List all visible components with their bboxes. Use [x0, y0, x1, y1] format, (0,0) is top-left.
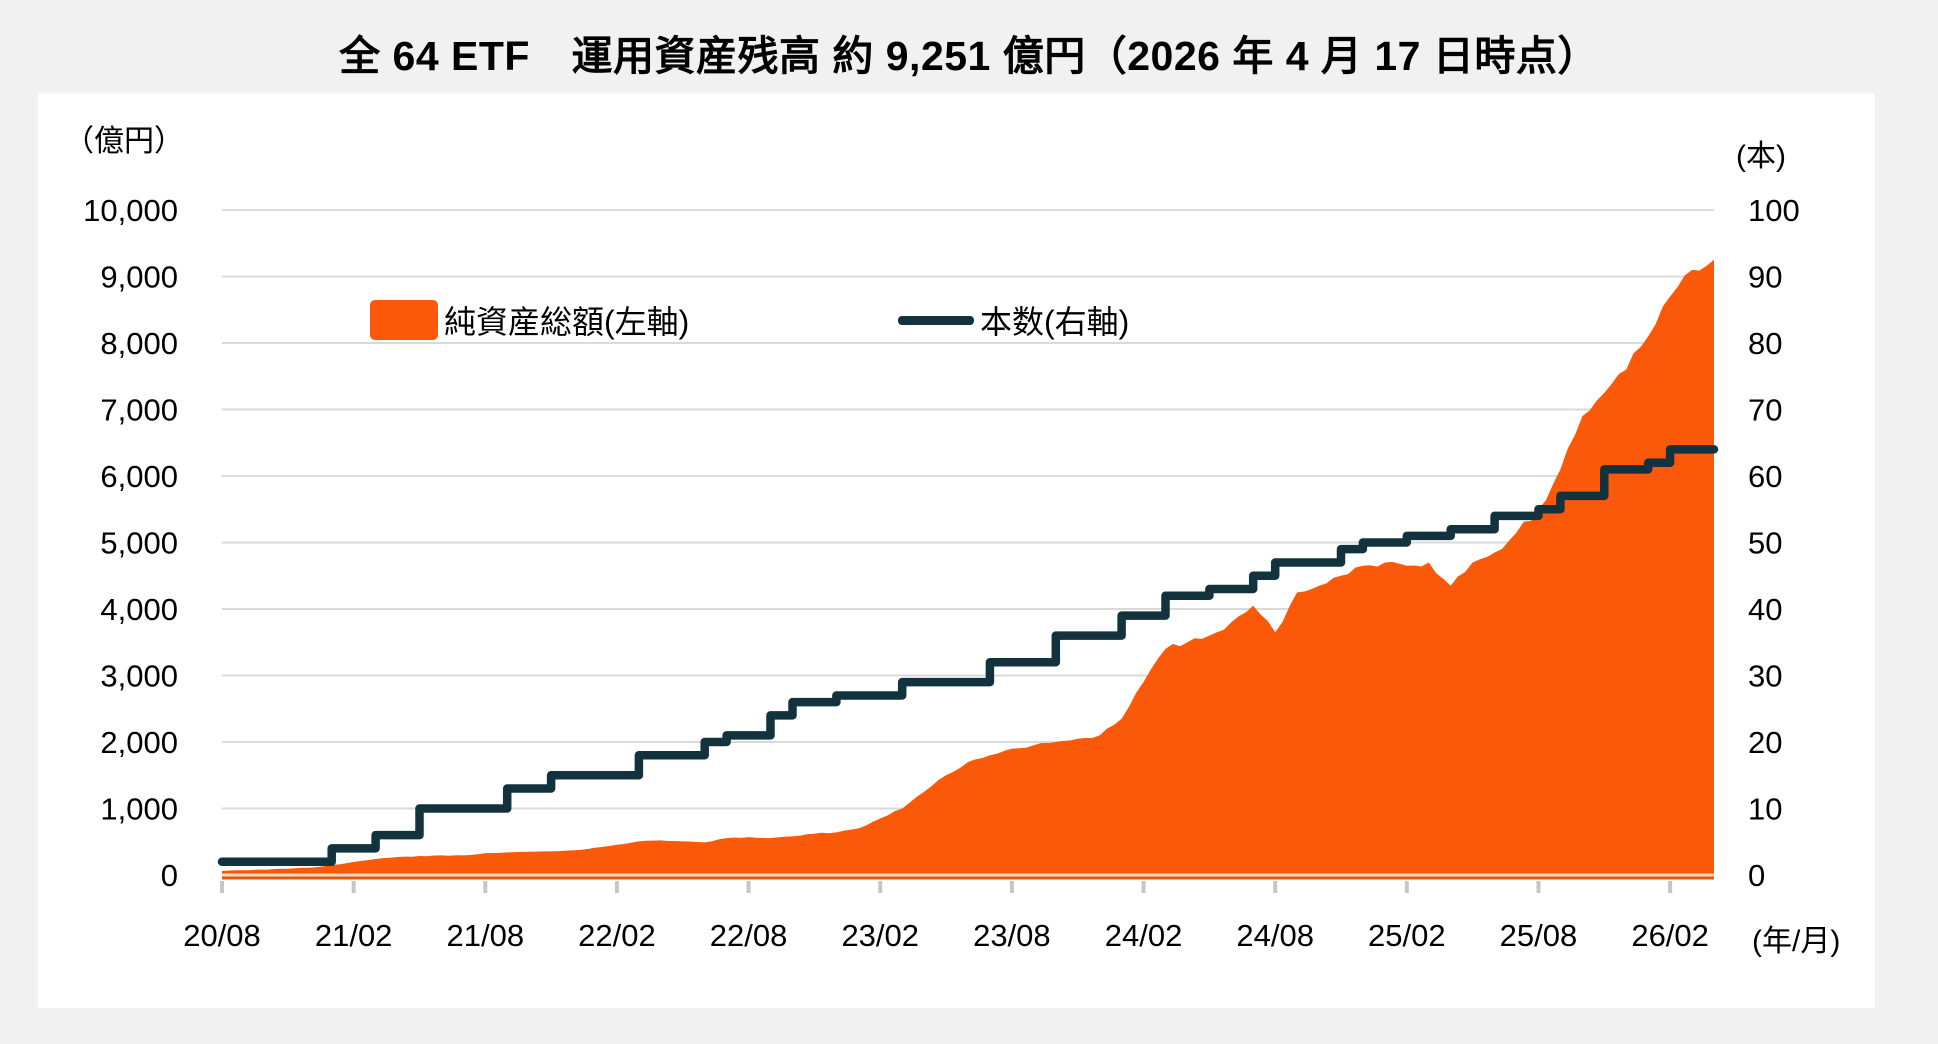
svg-text:8,000: 8,000 [100, 326, 178, 361]
svg-text:60: 60 [1748, 459, 1782, 494]
x-axis-labels: 20/08 21/02 21/08 22/02 22/08 23/02 23/08 24/02… [183, 881, 1709, 953]
left-axis-labels: 0 1,000 2,000 3,000 4,000 5,000 6,000 7,000 8,00… [83, 193, 178, 893]
svg-text:24/02: 24/02 [1105, 918, 1183, 953]
svg-text:10: 10 [1748, 792, 1782, 827]
svg-text:21/02: 21/02 [315, 918, 393, 953]
svg-text:25/08: 25/08 [1500, 918, 1578, 953]
svg-text:50: 50 [1748, 526, 1782, 561]
svg-text:7,000: 7,000 [100, 393, 178, 428]
svg-text:20: 20 [1748, 725, 1782, 760]
svg-text:3,000: 3,000 [100, 659, 178, 694]
legend-item-net-assets: 純資産総額(左軸) [370, 300, 689, 340]
svg-text:26/02: 26/02 [1631, 918, 1709, 953]
svg-text:24/08: 24/08 [1236, 918, 1314, 953]
svg-text:6,000: 6,000 [100, 459, 178, 494]
svg-text:22/08: 22/08 [710, 918, 788, 953]
svg-text:22/02: 22/02 [578, 918, 656, 953]
svg-text:1,000: 1,000 [100, 792, 178, 827]
right-axis-labels: 0 10 20 30 40 50 60 70 80 90 100 [1748, 193, 1800, 893]
x-axis-unit: (年/月) [1752, 925, 1841, 958]
line-series-swatch [898, 315, 974, 325]
svg-text:0: 0 [1748, 858, 1765, 893]
chart-title: 全 64 ETF 運用資産残高 約 9,251 億円（2026 年 4 月 17… [339, 33, 1599, 79]
right-axis-unit: (本) [1736, 140, 1786, 173]
svg-text:23/02: 23/02 [841, 918, 919, 953]
svg-text:5,000: 5,000 [100, 526, 178, 561]
svg-text:100: 100 [1748, 193, 1800, 228]
left-axis-unit: （億円） [64, 125, 184, 158]
svg-text:30: 30 [1748, 659, 1782, 694]
svg-text:25/02: 25/02 [1368, 918, 1446, 953]
etf-count-step-line [217, 445, 1719, 866]
svg-text:4,000: 4,000 [100, 592, 178, 627]
svg-text:23/08: 23/08 [973, 918, 1051, 953]
legend-label-count: 本数(右軸) [980, 304, 1130, 340]
svg-text:10,000: 10,000 [83, 193, 178, 228]
svg-text:9,000: 9,000 [100, 260, 178, 295]
legend-item-count: 本数(右軸) [898, 300, 1129, 340]
net-assets-area-series [222, 259, 1714, 875]
svg-text:90: 90 [1748, 260, 1782, 295]
svg-text:20/08: 20/08 [183, 918, 261, 953]
svg-text:80: 80 [1748, 326, 1782, 361]
svg-text:40: 40 [1748, 592, 1782, 627]
legend-label-net-assets: 純資産総額(左軸) [444, 304, 690, 340]
svg-text:2,000: 2,000 [100, 725, 178, 760]
area-series-swatch [370, 300, 438, 340]
svg-text:21/08: 21/08 [447, 918, 525, 953]
svg-text:70: 70 [1748, 393, 1782, 428]
svg-text:0: 0 [161, 858, 178, 893]
